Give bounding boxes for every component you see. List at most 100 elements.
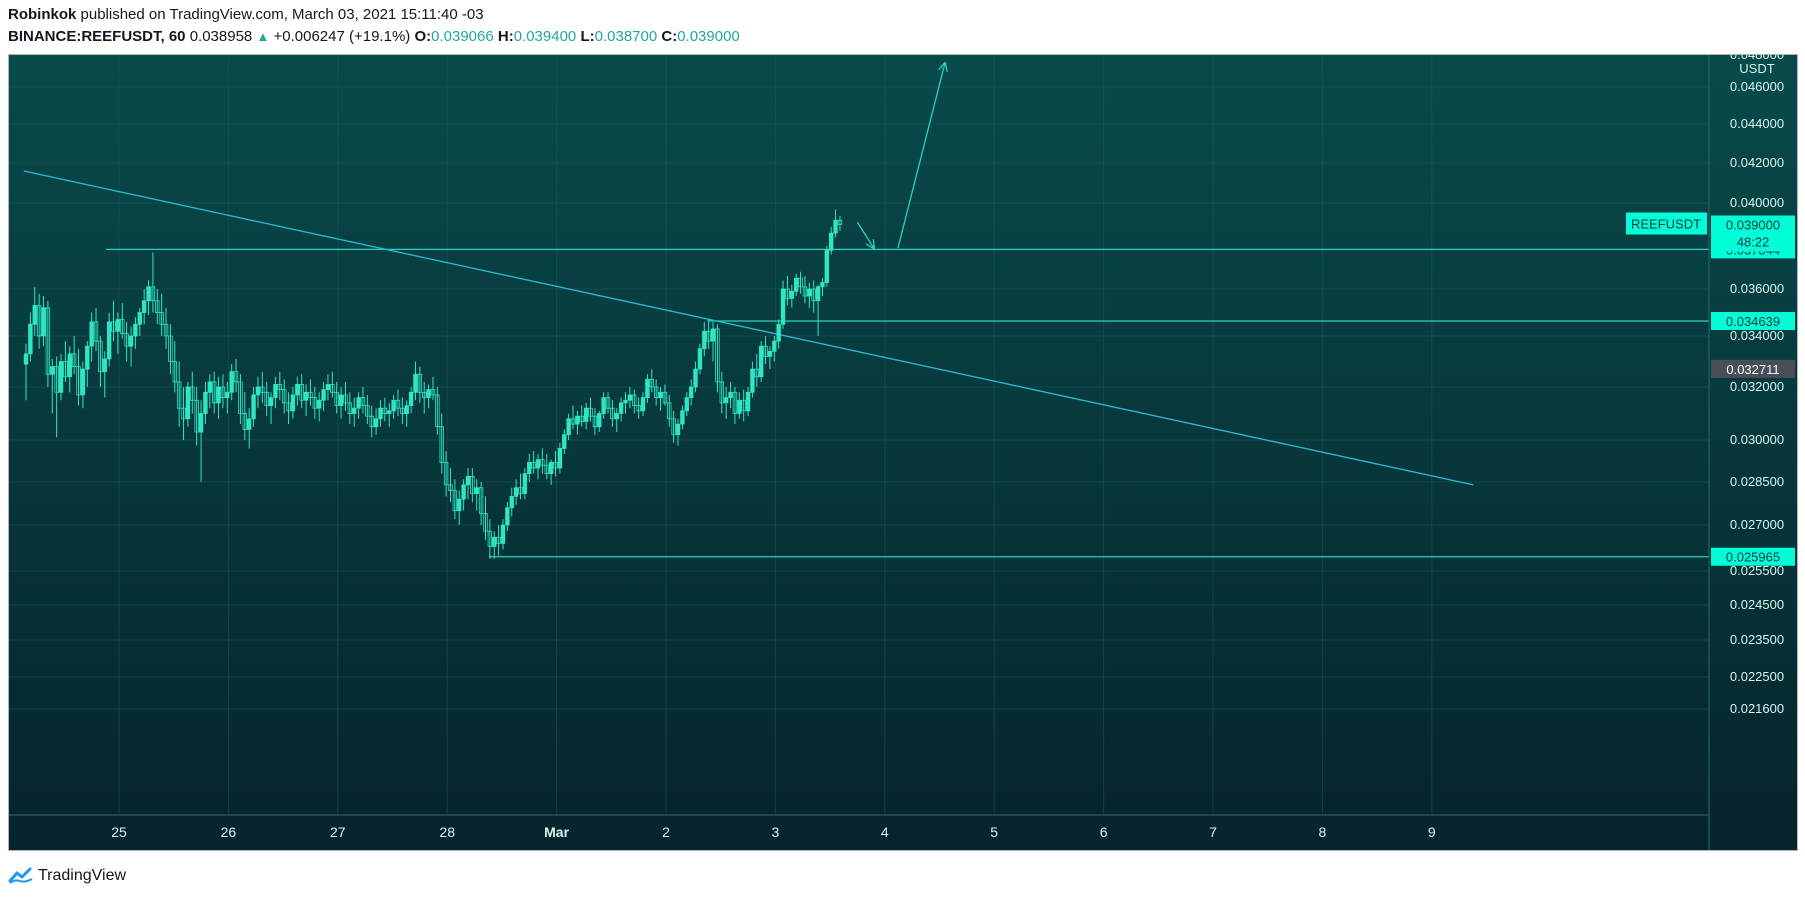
candle-body [443,461,449,486]
candle [54,356,59,438]
candle-body [338,394,344,406]
candle [264,381,269,417]
price-chart[interactable]: 0.048000 0.046000 0.044000 0.042000 0.040000… [8,54,1798,851]
candle [413,361,418,401]
candle-body [702,330,707,350]
price-tick-label: 0.030000 [1730,432,1784,447]
candle [675,418,681,446]
candle [216,376,221,419]
candle [233,358,239,393]
candle-body [23,353,29,365]
candle [653,379,659,406]
candle-body [352,407,357,414]
candle-body [570,418,576,425]
candle [671,410,676,443]
candle-body [159,312,164,325]
candle-body [242,413,248,430]
candle-body [653,386,659,398]
candle [194,387,199,446]
candle [750,361,755,398]
candle [286,392,291,425]
candle-body [697,348,703,370]
candle [128,326,134,367]
chart-canvas[interactable]: 0.048000 0.046000 0.044000 0.042000 0.040000… [9,55,1797,850]
candle-body [382,407,388,414]
candle-body [172,361,177,383]
candle-body [623,399,628,404]
candle-body [723,397,729,404]
tradingview-logo-icon[interactable] [8,867,34,885]
candle-body [710,328,716,342]
candle-body [360,397,366,406]
candle [785,276,790,306]
candle [833,209,838,238]
candle-body [233,371,239,383]
candle-body [251,394,256,420]
candle-body [448,484,453,492]
candle [702,321,707,357]
candle-body [675,423,681,436]
candle [513,479,519,505]
high-value: 0.039400 [513,28,577,45]
candle-body [588,407,593,417]
price-tick-label: 0.044000 [1730,116,1784,131]
low-value: 0.038700 [594,28,658,45]
candle-body [356,397,361,409]
candle-body [583,407,589,422]
close-label: C: [661,28,678,45]
high-label: H: [497,28,514,45]
candle [802,276,808,304]
candle [535,454,541,480]
candle-body [168,335,173,362]
price-tick-label: 0.024500 [1730,597,1784,612]
candle [268,392,274,425]
time-axis[interactable]: 25 26 27 28 Mar 2 3 4 5 6 7 8 9 [111,824,1436,840]
candle-body [815,286,821,302]
candle-body [439,426,444,463]
candle-body [527,461,532,474]
candle-body [155,300,160,313]
candle [610,400,615,427]
candle-body [76,366,81,396]
candle-body [579,415,584,422]
candle [588,397,593,422]
author-name[interactable]: Robinkok [8,6,77,23]
open-label: O: [414,28,432,45]
candle [422,381,427,414]
candle [321,381,326,411]
price-axis[interactable]: 0.048000 0.046000 0.044000 0.042000 0.040000… [1730,55,1784,716]
candle-body [518,487,523,494]
symbol-label[interactable]: BINANCE:REEFUSDT, 60 [8,28,186,45]
candle-body [662,391,668,404]
candle [67,346,72,393]
candle-body [268,397,274,406]
candle [76,348,81,406]
candle [168,324,173,375]
footer-brand[interactable]: TradingView [38,867,127,884]
candle [211,371,217,414]
candle-body [260,386,265,393]
candle-body [133,323,138,337]
candle-body [137,312,142,325]
candle [365,394,370,425]
candle-body [592,415,598,428]
time-tick-label: 28 [439,824,455,840]
candle [527,454,532,482]
candle [798,271,803,294]
price-tick-label: 0.034000 [1730,328,1784,343]
candle-body [417,373,423,393]
candle [531,451,536,474]
candle-body [478,487,484,514]
price-tick-label: 0.027000 [1730,517,1784,532]
candle [562,429,567,454]
candle-body [203,391,208,414]
candle-body [369,415,374,428]
candle [220,374,226,409]
candle [150,252,156,313]
candle [435,387,440,435]
candle-body [115,319,121,332]
candle-body [820,282,825,288]
candle-body [365,405,370,417]
candle [710,321,716,362]
candle [273,376,278,409]
